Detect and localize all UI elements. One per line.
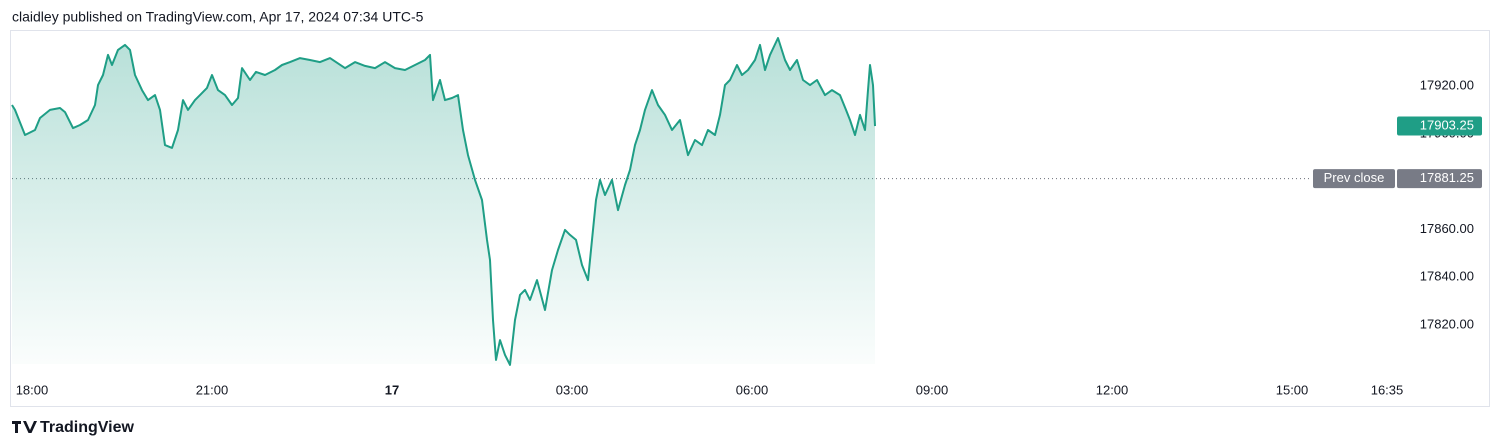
x-tick-label: 06:00 [736, 382, 769, 397]
header-text: claidley published on TradingView.com, A… [12, 9, 424, 25]
x-tick-label: 21:00 [196, 382, 229, 397]
prev-close-tag [1313, 169, 1395, 189]
plot: 17820.0017840.0017860.0017900.0017920.00… [11, 37, 1482, 397]
footer-logo: TradingView [12, 419, 135, 436]
prev-close-label: Prev close [1324, 170, 1385, 185]
area [12, 38, 875, 365]
x-tick-label: 18:00 [16, 382, 49, 397]
x-tick-label: 03:00 [556, 382, 589, 397]
last-price-label: 17903.25 [1420, 117, 1474, 132]
y-tick-label: 17820.00 [1420, 316, 1474, 331]
x-tick-label: 12:00 [1096, 382, 1129, 397]
prev-close-value-tag [1397, 169, 1482, 189]
logo-icon [12, 421, 37, 433]
prev-close-value: 17881.25 [1420, 170, 1474, 185]
x-tick-label: 15:00 [1276, 382, 1309, 397]
chart-frame [10, 30, 1490, 407]
y-tick-label: 17920.00 [1420, 77, 1474, 92]
footer-brand: TradingView [40, 419, 135, 436]
price-line [11, 37, 876, 366]
x-tick-label: 17 [385, 382, 399, 397]
y-tick-label: 17860.00 [1420, 221, 1474, 236]
x-tick-label: 16:35 [1371, 382, 1404, 397]
x-tick-label: 09:00 [916, 382, 949, 397]
y-tick-label: 17840.00 [1420, 269, 1474, 284]
last-price-tag [1397, 116, 1482, 136]
